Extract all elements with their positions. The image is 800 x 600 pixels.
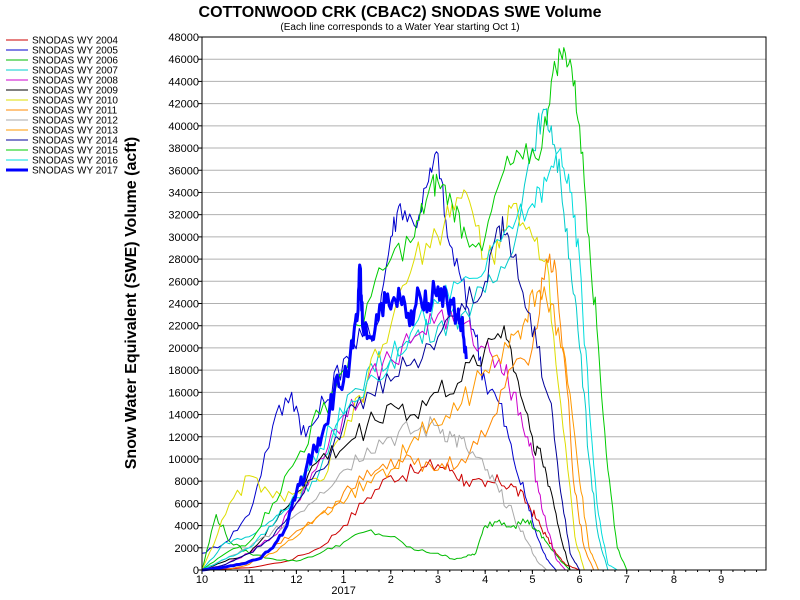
series-line [201, 189, 585, 571]
chart-title: COTTONWOOD CRK (CBAC2) SNODAS SWE Volume [199, 4, 602, 21]
y-tick-label: 30000 [168, 232, 199, 244]
series-line [201, 514, 571, 571]
y-tick-label: 6000 [175, 498, 199, 510]
x-tick-label: 6 [577, 574, 583, 586]
y-tick-label: 48000 [168, 32, 199, 44]
x-tick-label: 3 [435, 574, 441, 586]
legend-label: SNODAS WY 2012 [32, 116, 118, 127]
y-tick-label: 32000 [168, 210, 199, 222]
y-tick-label: 24000 [168, 299, 199, 311]
x-tick-label: 12 [290, 574, 302, 586]
x-tick-label: 8 [671, 574, 677, 586]
legend-label: SNODAS WY 2016 [32, 156, 118, 167]
y-axis-label: Snow Water Equivalent (SWE) Volume (acft… [123, 137, 140, 469]
x-tick-label: 7 [624, 574, 630, 586]
series-line [201, 263, 468, 572]
x-tick-label: 10 [196, 574, 208, 586]
legend-label: SNODAS WY 2015 [32, 146, 118, 157]
y-tick-label: 40000 [168, 121, 199, 133]
y-tick-label: 16000 [168, 387, 199, 399]
series-line [201, 47, 628, 571]
series-line [202, 253, 595, 571]
y-tick-label: 26000 [168, 276, 199, 288]
legend-label: SNODAS WY 2013 [32, 126, 118, 137]
y-tick-label: 2000 [175, 543, 199, 555]
y-tick-label: 44000 [168, 76, 199, 88]
legend-label: SNODAS WY 2006 [32, 56, 118, 67]
legend-label: SNODAS WY 2014 [32, 136, 118, 147]
series-line [201, 307, 566, 571]
legend-label: SNODAS WY 2004 [32, 36, 118, 47]
series-line [201, 151, 557, 571]
legend-label: SNODAS WY 2011 [32, 106, 118, 117]
x-tick-label: 9 [718, 574, 724, 586]
x-tick-label: 5 [529, 574, 535, 586]
plot-area: 0 2000 4000 6000 8000 10000 12000 14000 16000 180… [168, 32, 767, 597]
y-tick-label: 38000 [168, 143, 199, 155]
y-tick-label: 28000 [168, 254, 199, 266]
y-tick-label: 4000 [175, 521, 199, 533]
y-tick-label: 22000 [168, 321, 199, 333]
x-year-label: 2017 [331, 585, 355, 597]
series-line [201, 216, 581, 571]
series-line [201, 286, 599, 571]
plot-frame [201, 36, 767, 571]
legend-label: SNODAS WY 2010 [32, 96, 118, 107]
legend-label: SNODAS WY 2009 [32, 86, 118, 97]
y-tick-label: 8000 [175, 476, 199, 488]
y-tick-label: 46000 [168, 54, 199, 66]
x-tick-label: 11 [243, 574, 254, 586]
y-tick-label: 14000 [168, 410, 199, 422]
series-line [201, 147, 618, 571]
x-tick-label: 1 [341, 574, 347, 586]
y-tick-label: 34000 [168, 187, 199, 199]
y-tick-label: 20000 [168, 343, 199, 355]
y-tick-label: 12000 [168, 432, 199, 444]
x-tick-label: 2 [388, 574, 394, 586]
legend-label: SNODAS WY 2007 [32, 66, 118, 77]
series-line [201, 459, 580, 571]
legend-label: SNODAS WY 2008 [32, 76, 118, 87]
y-tick-label: 10000 [168, 454, 199, 466]
y-tick-label: 18000 [168, 365, 199, 377]
legend-label: SNODAS WY 2005 [32, 46, 118, 57]
y-tick-label: 36000 [168, 165, 199, 177]
legend-label: SNODAS WY 2017 [32, 166, 118, 177]
series-line [201, 416, 547, 571]
y-tick-label: 0 [193, 565, 199, 577]
x-tick-label: 4 [482, 574, 488, 586]
y-tick-label: 42000 [168, 99, 199, 111]
chart-subtitle: (Each line corresponds to a Water Year s… [280, 22, 519, 33]
